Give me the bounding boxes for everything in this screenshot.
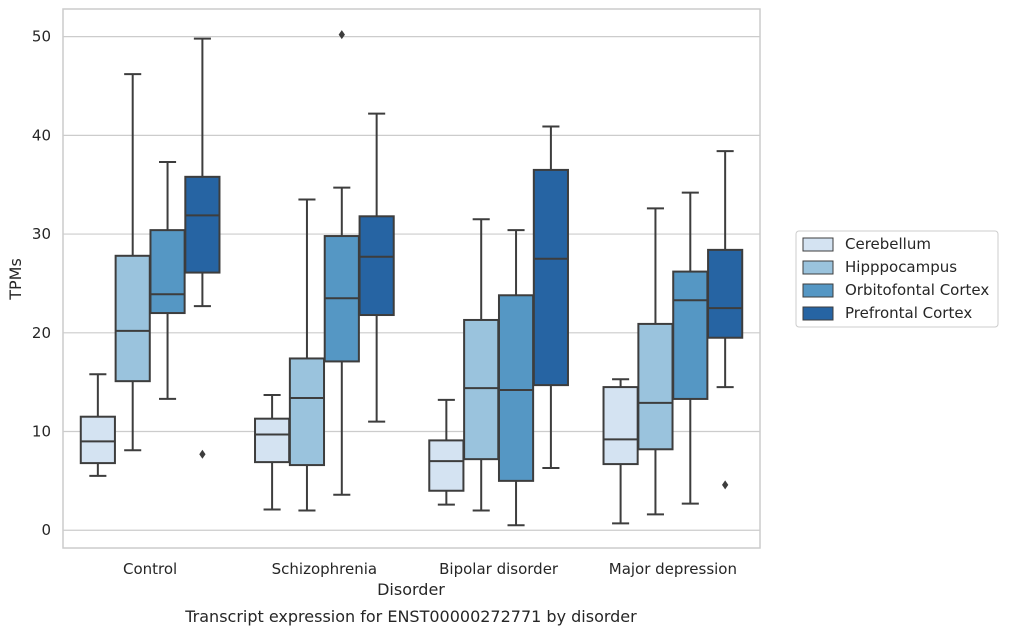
x-tick-label: Bipolar disorder	[439, 560, 559, 578]
box-iqr	[637, 322, 674, 451]
y-tick-label: 40	[32, 126, 51, 144]
legend-item: Hipppocampus	[802, 258, 957, 276]
chart-caption: Transcript expression for ENST0000027277…	[184, 607, 637, 626]
box-iqr	[358, 215, 395, 317]
box-iqr	[114, 254, 151, 383]
legend-label: Prefrontal Cortex	[845, 304, 972, 322]
x-axis-title: Disorder	[377, 580, 445, 599]
y-tick-label: 50	[32, 28, 51, 46]
box	[254, 393, 291, 511]
y-tick-label: 10	[32, 423, 51, 441]
box	[358, 112, 395, 423]
box	[184, 37, 221, 459]
box	[149, 161, 186, 400]
box	[637, 207, 674, 516]
box	[79, 373, 116, 477]
box-iqr	[254, 417, 291, 464]
box	[672, 191, 709, 505]
box-iqr	[497, 294, 535, 482]
legend-swatch	[802, 237, 834, 252]
box-series	[79, 30, 744, 527]
y-axis-ticks: 0 10 20 30 40 50	[32, 28, 51, 540]
legend: Cerebellum Hipppocampus Orbitofontal Corte…	[795, 230, 999, 328]
box-iqr	[288, 357, 326, 467]
legend-item: Prefrontal Cortex	[802, 304, 972, 322]
y-tick-label: 20	[32, 324, 51, 342]
box	[532, 125, 569, 470]
legend-swatch	[802, 283, 834, 298]
box-iqr	[672, 270, 709, 400]
legend-swatch	[802, 306, 834, 321]
box-iqr	[79, 415, 116, 465]
box-iqr	[184, 175, 221, 274]
legend-swatch	[802, 260, 834, 275]
series-cerebellum	[79, 373, 639, 525]
series-prefrontal-cortex	[184, 37, 744, 490]
box	[288, 198, 326, 512]
outlier-point	[199, 449, 206, 459]
x-tick-label: Control	[123, 560, 177, 578]
legend-item: Cerebellum	[802, 235, 931, 253]
y-tick-label: 30	[32, 225, 51, 243]
box	[428, 398, 465, 506]
legend-label: Orbitofontal Cortex	[845, 281, 989, 299]
y-tick-label: 0	[41, 521, 51, 539]
x-tick-label: Schizophrenia	[272, 560, 377, 578]
legend-frame	[795, 230, 999, 328]
box	[707, 150, 744, 490]
series-hipppocampus	[114, 73, 674, 516]
box	[497, 229, 535, 527]
box-iqr	[463, 318, 500, 461]
plot-frame	[62, 8, 761, 549]
x-tick-label: Major depression	[609, 560, 737, 578]
box-iqr	[707, 248, 744, 339]
box-iqr	[428, 439, 465, 492]
box-iqr	[602, 386, 639, 466]
outlier-point	[722, 480, 729, 490]
box	[114, 73, 151, 452]
box-iqr	[532, 168, 569, 387]
box	[602, 378, 639, 525]
y-axis-title: TPMs	[6, 258, 25, 301]
outlier-point	[338, 30, 345, 40]
box-iqr	[149, 229, 186, 315]
legend-label: Cerebellum	[845, 235, 931, 253]
legend-label: Hipppocampus	[845, 258, 957, 276]
series-orbitofontal-cortex	[149, 30, 709, 527]
legend-item: Orbitofontal Cortex	[802, 281, 989, 299]
x-axis-ticks: Control Schizophrenia Bipolar disorder Majo…	[123, 560, 737, 578]
